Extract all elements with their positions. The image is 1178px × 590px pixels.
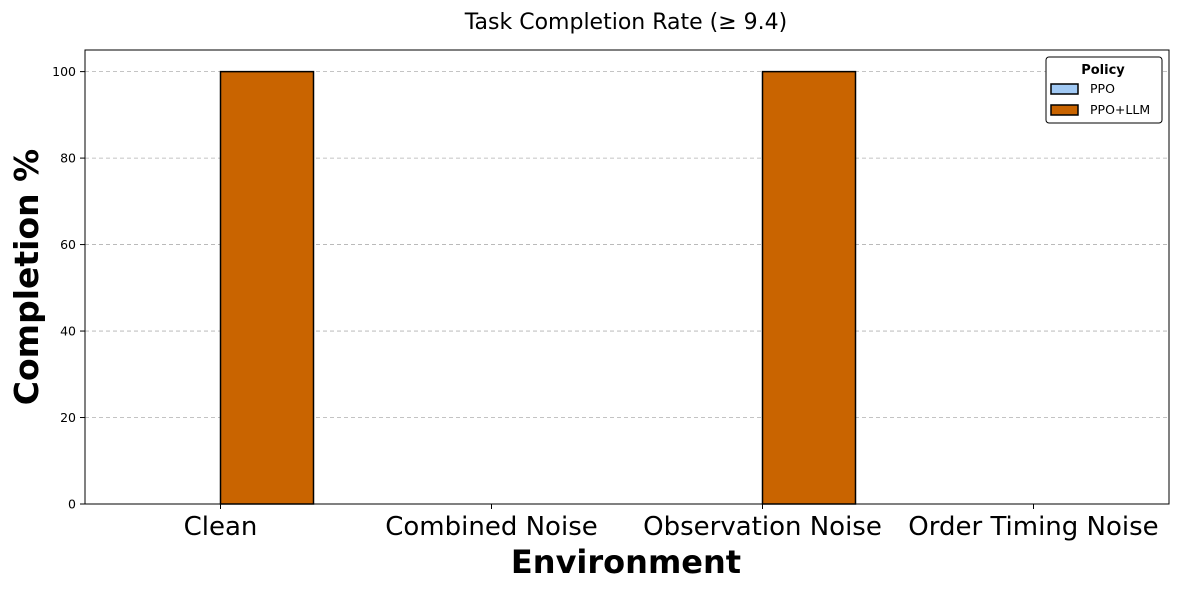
x-tick-label: Combined Noise <box>385 512 597 542</box>
x-axis-label: Environment <box>511 543 741 581</box>
x-tick-label: Order Timing Noise <box>908 512 1158 542</box>
grid-lines <box>85 71 1169 418</box>
y-tick-label: 20 <box>60 410 76 425</box>
x-tick-label: Observation Noise <box>643 512 882 542</box>
x-axis-ticks: Clean Combined Noise Observation Noise Orde… <box>184 504 1159 542</box>
bar-ppo-llm-0 <box>219 70 315 505</box>
y-tick-label: 60 <box>60 237 76 252</box>
legend-swatch-ppo <box>1050 83 1079 95</box>
legend: Policy PPO PPO+LLM <box>1045 56 1163 124</box>
chart-title: Task Completion Rate (≥ 9.4) <box>464 10 788 35</box>
y-tick-label: 80 <box>60 151 76 166</box>
legend-label-ppo-llm: PPO+LLM <box>1090 102 1150 117</box>
y-axis-label: Completion % <box>7 149 46 405</box>
legend-title: Policy <box>1081 63 1125 78</box>
y-tick-label: 40 <box>60 324 76 339</box>
bars <box>219 70 857 505</box>
y-axis-ticks: 0 20 40 60 80 100 <box>52 64 85 512</box>
x-tick-label: Clean <box>184 512 258 542</box>
y-tick-label: 100 <box>52 64 76 79</box>
legend-label-ppo: PPO <box>1090 81 1115 96</box>
plot-frame <box>84 49 1170 505</box>
y-tick-label: 0 <box>68 497 76 512</box>
bar-ppo-llm-2 <box>761 70 857 505</box>
legend-swatch-ppo-llm <box>1050 104 1079 116</box>
